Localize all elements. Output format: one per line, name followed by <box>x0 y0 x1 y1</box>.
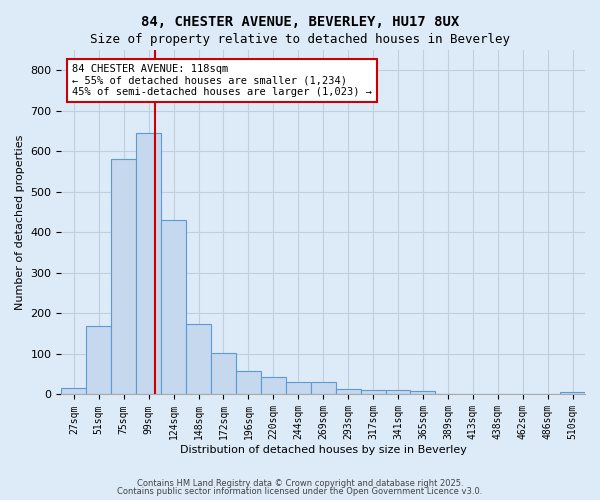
Bar <box>311 382 335 394</box>
Bar <box>236 372 261 394</box>
Text: Contains public sector information licensed under the Open Government Licence v3: Contains public sector information licen… <box>118 487 482 496</box>
Text: Contains HM Land Registry data © Crown copyright and database right 2025.: Contains HM Land Registry data © Crown c… <box>137 478 463 488</box>
Bar <box>186 324 211 394</box>
Text: Size of property relative to detached houses in Beverley: Size of property relative to detached ho… <box>90 32 510 46</box>
Bar <box>261 378 286 394</box>
Bar <box>361 390 386 394</box>
Bar <box>410 391 436 394</box>
Bar <box>161 220 186 394</box>
Text: 84, CHESTER AVENUE, BEVERLEY, HU17 8UX: 84, CHESTER AVENUE, BEVERLEY, HU17 8UX <box>141 15 459 29</box>
Bar <box>136 133 161 394</box>
Bar <box>560 392 585 394</box>
Bar <box>335 389 361 394</box>
Bar <box>286 382 311 394</box>
Bar <box>211 352 236 395</box>
Bar <box>111 160 136 394</box>
Bar <box>61 388 86 394</box>
X-axis label: Distribution of detached houses by size in Beverley: Distribution of detached houses by size … <box>180 445 467 455</box>
Y-axis label: Number of detached properties: Number of detached properties <box>15 134 25 310</box>
Bar <box>86 326 111 394</box>
Text: 84 CHESTER AVENUE: 118sqm
← 55% of detached houses are smaller (1,234)
45% of se: 84 CHESTER AVENUE: 118sqm ← 55% of detac… <box>72 64 372 97</box>
Bar <box>386 390 410 394</box>
